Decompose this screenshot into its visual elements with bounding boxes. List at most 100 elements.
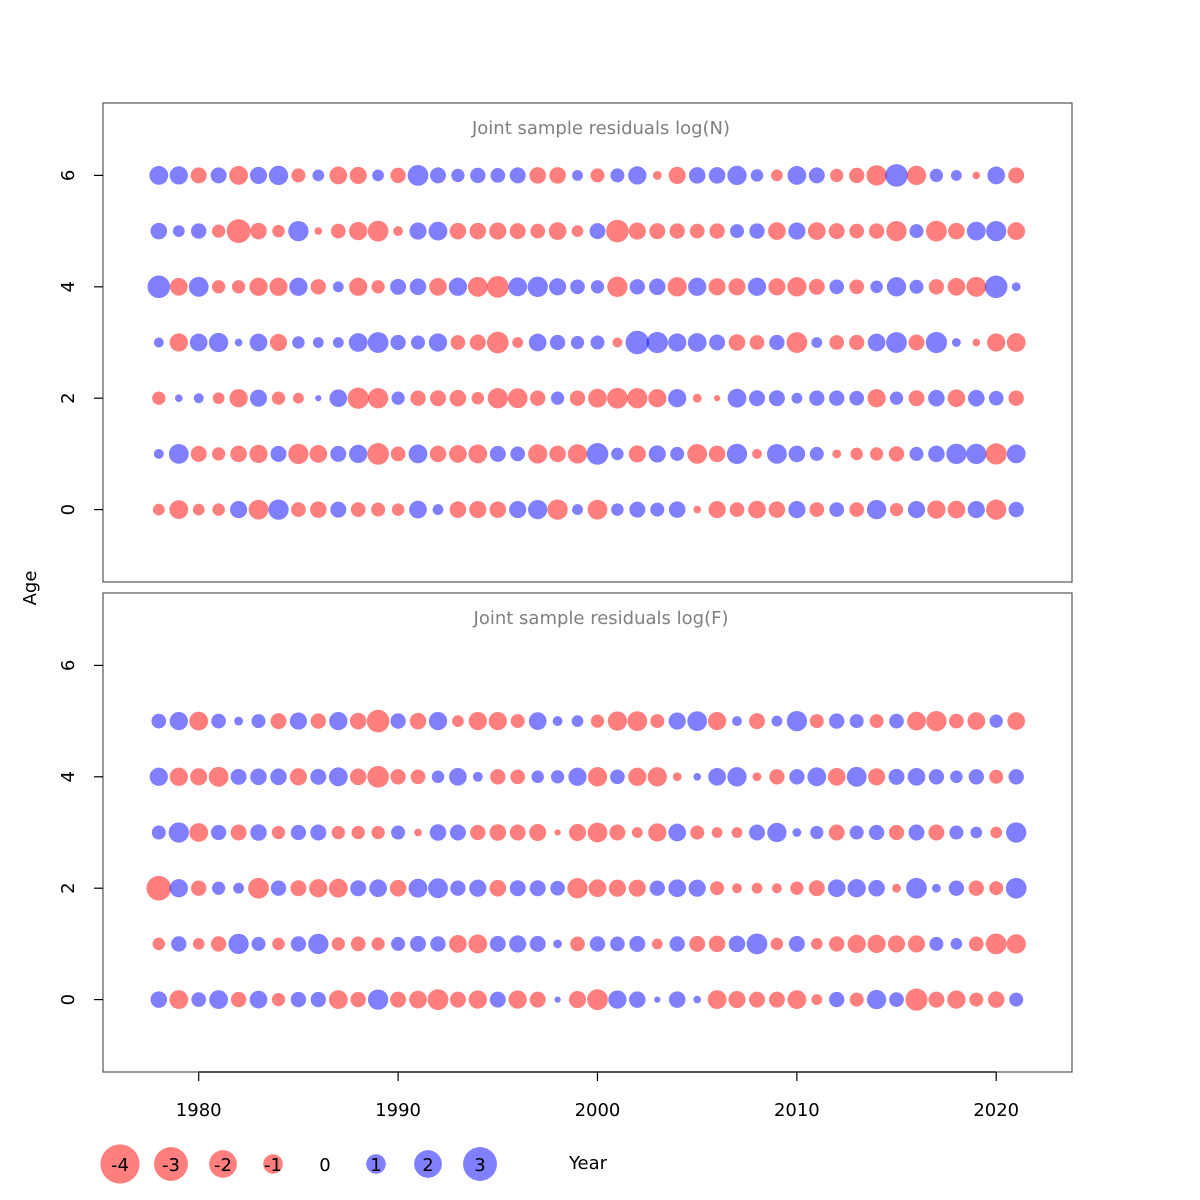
residual-bubble [211, 713, 226, 729]
residual-bubble [925, 331, 948, 354]
residual-bubble [407, 165, 429, 186]
residual-bubble [688, 879, 706, 897]
residual-bubble [547, 499, 568, 520]
residual-bubble [272, 224, 285, 238]
residual-bubble [428, 333, 448, 352]
panel-top-bubbles [147, 164, 1026, 520]
residual-bubble [427, 989, 449, 1010]
residual-bubble [331, 937, 345, 951]
residual-bubble [310, 713, 326, 729]
residual-bubble [408, 878, 428, 898]
y-tick-label: 4 [58, 281, 79, 292]
residual-bubble [950, 770, 963, 784]
residual-bubble [230, 768, 247, 785]
residual-bubble [750, 169, 764, 182]
residual-bubble [649, 278, 666, 296]
residual-bubble [409, 990, 427, 1009]
residual-bubble [609, 824, 626, 841]
residual-bubble [727, 165, 747, 186]
residual-bubble [908, 824, 925, 841]
residual-bubble [849, 223, 865, 239]
residual-bubble [428, 878, 448, 899]
residual-bubble [568, 991, 587, 1009]
residual-bubble [548, 222, 567, 240]
residual-bubble [808, 167, 825, 184]
residual-bubble [189, 711, 209, 731]
residual-bubble [367, 220, 389, 242]
x-axis-label: Year [568, 1153, 608, 1174]
residual-bubble [906, 165, 927, 186]
y-axis-label: Age [20, 571, 41, 606]
residual-bubble [530, 390, 546, 406]
residual-bubble [749, 991, 765, 1008]
residual-bubble [152, 391, 166, 405]
residual-bubble [330, 223, 346, 239]
residual-bubble [469, 879, 487, 897]
residual-bubble [628, 445, 646, 463]
residual-bubble [231, 280, 246, 294]
residual-bubble [529, 880, 546, 897]
residual-bubble [230, 824, 247, 841]
residual-bubble [967, 501, 985, 519]
residual-bubble [769, 769, 785, 785]
residual-bubble [689, 223, 705, 239]
residual-bubble [607, 387, 628, 409]
residual-bubble [390, 713, 406, 729]
residual-bubble [572, 504, 583, 516]
residual-bubble [249, 444, 268, 464]
residual-bubble [572, 169, 583, 181]
residual-bubble [350, 880, 367, 897]
residual-bubble [847, 879, 866, 898]
x-tick-label: 2020 [973, 1100, 1019, 1121]
residual-bubble [929, 168, 944, 183]
residual-bubble [530, 223, 546, 239]
residual-bubble [751, 882, 763, 894]
residual-bubble [468, 990, 487, 1009]
residual-bubble [985, 443, 1007, 465]
residual-bubble [289, 712, 307, 730]
y-tick-label: 6 [58, 660, 79, 671]
residual-bubble [428, 711, 448, 731]
residual-bubble [332, 337, 344, 348]
residual-bubble [752, 448, 762, 459]
residual-bubble [268, 499, 289, 520]
residual-bubble [452, 715, 464, 727]
residual-bubble [291, 168, 306, 183]
residual-bubble [347, 387, 369, 409]
residual-bubble [448, 277, 468, 296]
residual-bubble [152, 937, 166, 951]
residual-bubble [489, 879, 507, 897]
residual-bubble [947, 389, 966, 408]
residual-bubble [349, 712, 367, 730]
residual-bubble [886, 220, 907, 242]
residual-bubble [271, 825, 286, 840]
residual-bubble [489, 501, 507, 518]
residual-bubble [951, 338, 961, 347]
residual-bubble [907, 711, 926, 731]
residual-bubble [849, 502, 865, 517]
residual-bubble [849, 825, 864, 840]
residual-bubble [650, 714, 665, 729]
residual-bubble [608, 990, 627, 1009]
residual-bubble [967, 712, 986, 730]
residual-bubble [688, 277, 707, 296]
residual-bubble [449, 501, 467, 518]
panel-bottom: Joint sample residuals log(F) 0 2 4 6 [58, 592, 1073, 1073]
legend-label: 2 [422, 1155, 433, 1176]
residual-bubble [1006, 333, 1026, 352]
residual-bubble [570, 279, 585, 295]
legend-bubble [154, 1147, 188, 1181]
residual-bubble [188, 276, 209, 297]
residual-bubble [430, 167, 446, 184]
residual-bubble [349, 444, 368, 464]
residual-bubble [789, 769, 805, 785]
residual-bubble [654, 996, 661, 1003]
residual-bubble [610, 168, 625, 183]
residual-bubble [650, 502, 665, 517]
residual-bubble [312, 169, 325, 182]
residual-bubble [828, 223, 845, 240]
residual-bubble [710, 881, 725, 896]
residual-bubble [749, 390, 765, 407]
residual-bubble [449, 991, 466, 1008]
residual-bubble [486, 331, 509, 354]
